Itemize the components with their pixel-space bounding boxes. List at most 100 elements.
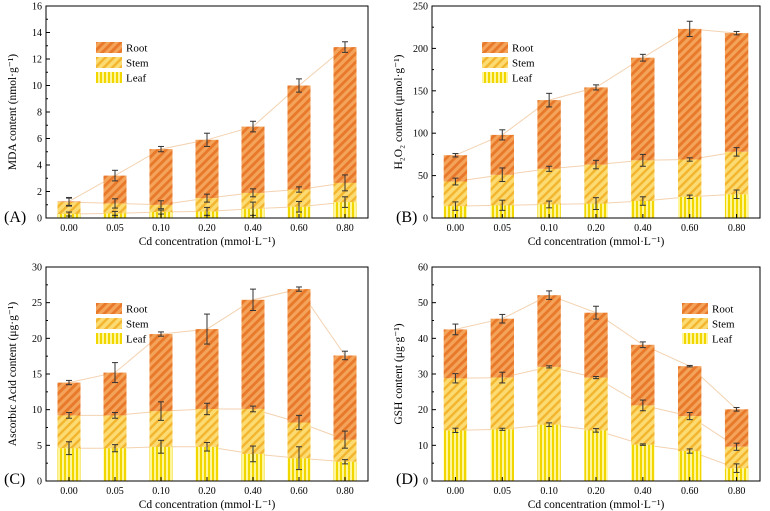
bar-stem-0.80 [333, 439, 357, 462]
y-tick-label: 30 [32, 263, 42, 274]
error-bar-root-0.05 [112, 362, 118, 384]
bar-root-0.20 [195, 329, 219, 409]
bar-stem-0.60 [678, 416, 702, 452]
error-bar-stem-0.60 [686, 157, 693, 162]
x-tick-label: 0.40 [244, 223, 262, 234]
bar-stem-0.60 [287, 422, 311, 459]
bar-stem-0.05 [490, 174, 514, 206]
bar-stem-0.40 [631, 160, 655, 201]
bar-root-0.10 [537, 295, 561, 367]
error-bar-stem-0.10 [158, 200, 164, 210]
y-tick-label: 200 [413, 44, 428, 55]
bar-stem-0.10 [537, 366, 561, 425]
error-bar-stem-0.20 [593, 159, 599, 170]
bar-root-0.05 [490, 134, 514, 175]
y-tick-label: 5 [37, 441, 42, 452]
error-bar-stem-0.60 [296, 186, 302, 193]
panel-tag: (C) [4, 471, 25, 488]
error-bar-stem-0.40 [639, 399, 646, 412]
x-axis-label: Cd concentration (mmol·L⁻¹) [139, 499, 276, 511]
error-bar-leaf-0.20 [593, 428, 599, 433]
error-bar-root-0.10 [158, 331, 164, 337]
error-bar-stem-0.05 [499, 371, 506, 384]
error-bar-root-0.10 [158, 145, 164, 153]
x-axis-label: Cd concentration (mmol·L⁻¹) [528, 236, 665, 248]
bar-stem-0.60 [287, 189, 311, 207]
x-tick-label: 0.00 [447, 486, 465, 497]
legend: Root Stem Leaf [482, 42, 535, 85]
bar-root-0.05 [490, 318, 514, 378]
legend-label-root: Root [126, 43, 147, 55]
y-tick-label: 0 [37, 214, 42, 225]
panel-tag: (B) [396, 209, 417, 226]
bar-leaf-0.10 [537, 204, 561, 218]
x-tick-label: 0.05 [106, 223, 124, 234]
bar-leaf-0.20 [195, 446, 219, 481]
error-bar-stem-0.10 [546, 165, 553, 172]
bar-root-0.40 [631, 57, 655, 161]
error-bar-root-0.80 [342, 41, 348, 53]
x-tick-label: 0.60 [290, 223, 308, 234]
y-tick-label: 150 [413, 86, 428, 97]
y-tick-label: 6 [37, 134, 42, 145]
error-bar-root-0.05 [112, 169, 118, 182]
legend-swatch-leaf [96, 72, 122, 83]
bar-leaf-0.40 [241, 453, 265, 481]
y-tick-label: 8 [37, 108, 42, 119]
error-bar-leaf-0.60 [686, 194, 693, 199]
y-tick-label: 25 [32, 298, 42, 309]
bar-stem-0.20 [584, 164, 608, 204]
bar-root-0.20 [195, 139, 219, 199]
error-bar-leaf-0.60 [296, 446, 302, 471]
chart-panel-a: 0 2 4 6 8 10 12 14 16 0.00 0.05 0.10 0.20 0.40 0.60 0.8… [4, 2, 369, 248]
error-bar-leaf-0.10 [546, 200, 553, 209]
error-bar-root-0.10 [546, 92, 553, 108]
error-bar-stem-0.05 [112, 412, 118, 419]
bar-root-0.00 [443, 155, 468, 182]
bar-root-0.10 [537, 100, 561, 169]
y-tick-label: 250 [413, 2, 428, 13]
x-tick-label: 0.20 [587, 223, 605, 234]
bar-stem-0.20 [195, 198, 219, 212]
bar-leaf-0.80 [333, 461, 357, 481]
bar-leaf-0.05 [490, 429, 514, 481]
error-bar-root-0.20 [593, 305, 599, 320]
error-bar-stem-0.80 [733, 147, 740, 157]
bar-root-0.60 [678, 28, 702, 160]
y-tick-label: 0 [37, 477, 42, 488]
x-tick-label: 0.00 [447, 223, 465, 234]
error-bar-stem-0.00 [66, 412, 72, 419]
bar-stem-0.80 [724, 446, 749, 469]
x-tick-label: 0.10 [152, 486, 170, 497]
x-tick-label: 0.05 [106, 486, 124, 497]
error-bar-root-0.40 [250, 288, 256, 312]
legend-label-root: Root [712, 304, 733, 316]
bar-stem-0.00 [57, 202, 81, 214]
bar-stem-0.40 [241, 192, 265, 209]
error-bar-leaf-0.00 [452, 427, 459, 433]
x-tick-label: 0.20 [198, 223, 216, 234]
bar-stem-0.05 [103, 415, 127, 449]
x-tick-label: 0.10 [540, 486, 558, 497]
bar-leaf-0.60 [678, 451, 702, 481]
x-tick-label: 0.10 [152, 223, 170, 234]
error-bar-stem-0.80 [342, 430, 348, 449]
error-bar-root-0.00 [452, 153, 459, 158]
error-bar-stem-0.60 [296, 414, 302, 431]
error-bar-root-0.60 [296, 78, 302, 93]
chart-panel-c: 0 5 10 15 20 25 30 0.00 0.05 0.10 0.20 0.40 0.60 0.80… [4, 263, 369, 511]
error-bar-root-0.80 [733, 407, 740, 412]
bar-leaf-0.00 [57, 448, 81, 481]
y-tick-label: 50 [418, 298, 428, 309]
bar-root-0.60 [287, 289, 311, 423]
bar-leaf-0.80 [333, 202, 357, 218]
error-bar-root-0.20 [593, 84, 599, 91]
legend-swatch-leaf [682, 333, 708, 344]
y-tick-label: 50 [418, 171, 428, 182]
x-tick-label: 0.20 [587, 486, 605, 497]
error-bar-stem-0.00 [452, 373, 459, 384]
chart-panel-d: 0 10 20 30 40 50 60 0.00 0.05 0.10 0.20 0.40 0.60 0.8… [393, 263, 761, 511]
bar-stem-0.10 [149, 411, 173, 447]
y-axis-label: Ascorbic Acid content (μg·g⁻¹) [7, 302, 19, 447]
bar-leaf-0.40 [631, 201, 655, 218]
